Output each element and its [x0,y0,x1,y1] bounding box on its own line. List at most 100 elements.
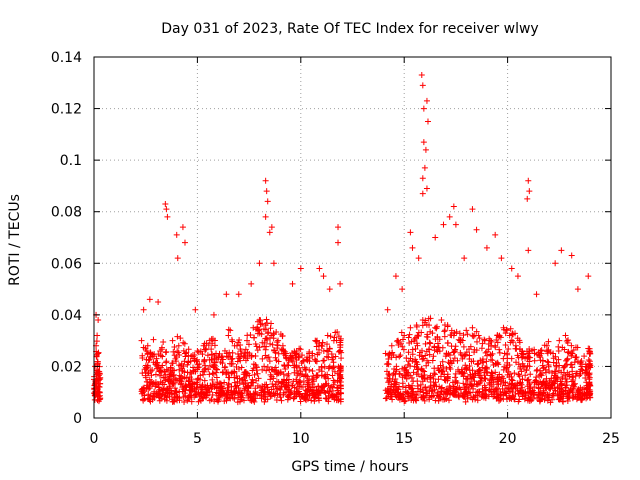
data-point [450,203,457,210]
data-point [233,373,240,380]
data-point [173,231,180,238]
data-point [399,394,406,401]
data-point [210,371,217,378]
plot-frame [93,56,612,419]
data-point [295,354,302,361]
data-point [203,392,210,399]
data-point [396,370,403,377]
data-point [335,224,342,231]
data-point [539,381,546,388]
data-point [422,352,429,359]
data-point [296,379,303,386]
data-point [531,357,538,364]
data-point [583,369,590,376]
data-point [289,382,296,389]
data-point [488,352,495,359]
data-point [438,384,445,391]
data-point [445,397,452,404]
data-point [192,368,199,375]
data-point [409,382,416,389]
data-point [263,381,270,388]
data-point [306,358,313,365]
data-point [382,350,389,357]
data-point [306,366,313,373]
data-point [464,392,471,399]
data-point [316,265,323,272]
data-point [174,255,181,262]
data-point [581,353,588,360]
data-point [463,327,470,334]
data-point [331,396,338,403]
data-point [195,389,202,396]
data-point [176,352,183,359]
data-point [251,371,258,378]
data-point [201,346,208,353]
data-point [96,392,103,399]
data-point [509,389,516,396]
data-point [515,371,522,378]
data-point [181,399,188,406]
y-tick-label: 0 [73,411,82,427]
data-point [225,392,232,399]
data-point [586,389,593,396]
data-point [476,335,483,342]
data-point [238,394,245,401]
data-point [337,382,344,389]
data-point [250,334,257,341]
data-point [463,349,470,356]
data-point [574,358,581,365]
data-point [586,363,593,370]
data-point [335,239,342,246]
data-point [466,381,473,388]
data-point [167,378,174,385]
data-point [301,394,308,401]
data-point [405,334,412,341]
data-point [308,376,315,383]
data-point [326,345,333,352]
data-point [410,369,417,376]
data-point [446,213,453,220]
data-point [262,322,269,329]
data-point [223,369,230,376]
data-point [564,395,571,402]
data-point [433,325,440,332]
data-point [226,374,233,381]
data-point [392,273,399,280]
data-point [540,378,547,385]
data-point [256,330,263,337]
data-point [325,365,332,372]
data-point [479,340,486,347]
y-tick-label: 0.1 [60,153,82,169]
data-point [264,330,271,337]
data-point [504,351,511,358]
data-point [408,386,415,393]
data-point [97,376,104,383]
data-point [158,364,165,371]
data-point [299,384,306,391]
data-point [294,372,301,379]
data-point [489,357,496,364]
data-point [568,342,575,349]
data-point [586,381,593,388]
data-point [316,397,323,404]
data-point [515,398,522,405]
data-point [469,367,476,374]
data-point [552,353,559,360]
data-point [329,372,336,379]
data-point [323,353,330,360]
y-tick-label: 0.14 [51,50,82,66]
data-point [568,252,575,259]
data-point [424,334,431,341]
data-point [519,376,526,383]
data-point [419,175,426,182]
data-point [442,395,449,402]
data-point [555,356,562,363]
data-point [471,346,478,353]
data-point [206,389,213,396]
data-point [225,381,232,388]
data-point [182,383,189,390]
data-point [473,226,480,233]
data-point [285,362,292,369]
data-point [313,338,320,345]
data-point [558,381,565,388]
